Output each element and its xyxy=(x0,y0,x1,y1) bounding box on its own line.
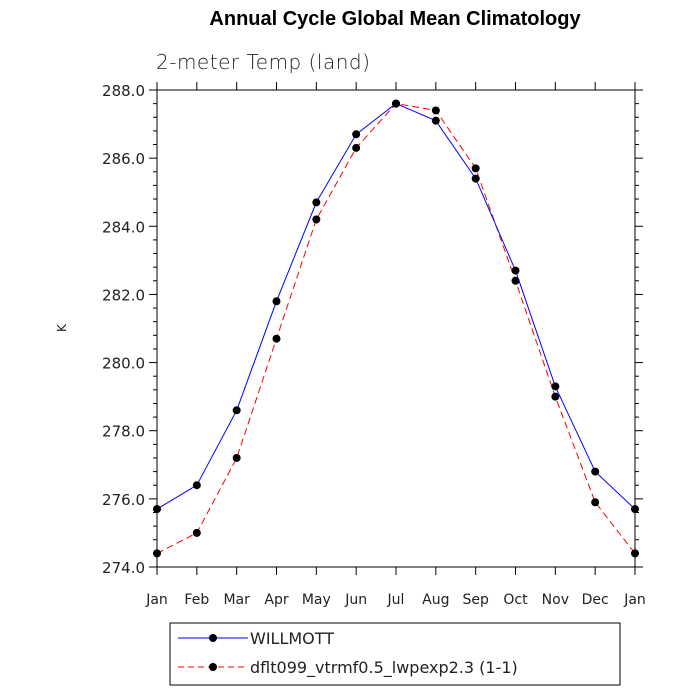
y-tick-label: 280.0 xyxy=(102,355,145,373)
data-point xyxy=(232,453,241,462)
plot-frame xyxy=(156,89,636,568)
series-layer xyxy=(153,99,639,558)
legend-label-willmott: WILLMOTT xyxy=(250,629,334,648)
x-tick-label: Jan xyxy=(623,592,646,608)
data-point xyxy=(153,549,161,558)
y-tick-label: 282.0 xyxy=(102,286,145,304)
data-point xyxy=(192,528,201,537)
y-tick-label: 288.0 xyxy=(102,82,145,100)
data-point xyxy=(352,143,361,152)
legend-label-dflt099: dflt099_vtrmf0.5_lwpexp2.3 (1-1) xyxy=(250,658,518,678)
legend-marker-dflt099 xyxy=(209,663,217,671)
data-point xyxy=(312,198,321,207)
data-point xyxy=(631,505,639,514)
data-point xyxy=(511,276,520,285)
y-tick-label: 274.0 xyxy=(102,559,145,577)
data-point xyxy=(153,505,161,514)
x-tick-labels: Jan Feb Mar Apr May Jun Jul Aug Sep Oct Nov Dec Jan xyxy=(145,592,646,608)
data-point xyxy=(511,266,520,275)
data-point xyxy=(471,164,480,173)
data-point xyxy=(272,334,281,343)
data-point xyxy=(471,174,480,183)
data-point xyxy=(352,130,361,139)
data-point xyxy=(591,467,600,476)
y-axis-title: K xyxy=(55,323,69,332)
data-point xyxy=(312,215,321,224)
x-tick-label: Nov xyxy=(542,592,569,608)
legend-box xyxy=(169,622,621,686)
chart-subtitle: 2-meter Temp (land) xyxy=(156,50,371,74)
axis-ticks xyxy=(149,82,643,575)
data-point xyxy=(591,498,600,507)
x-tick-label: Apr xyxy=(264,592,288,608)
chart-title: Annual Cycle Global Mean Climatology xyxy=(209,8,581,30)
legend: WILLMOTT dflt099_vtrmf0.5_lwpexp2.3 (1-1… xyxy=(169,622,621,686)
x-tick-label: Oct xyxy=(503,592,528,608)
legend-marker-willmott xyxy=(209,634,217,642)
x-tick-label: Dec xyxy=(582,592,609,608)
x-tick-label: Mar xyxy=(223,592,250,608)
data-point xyxy=(431,106,440,115)
y-tick-label: 276.0 xyxy=(102,491,145,509)
x-tick-label: Jul xyxy=(387,592,405,608)
data-point xyxy=(551,382,560,391)
y-tick-label: 278.0 xyxy=(102,423,145,441)
y-tick-label: 284.0 xyxy=(102,218,145,236)
series-line xyxy=(156,103,636,510)
data-point xyxy=(392,99,400,108)
x-tick-label: Jan xyxy=(145,592,168,608)
series-line xyxy=(156,103,636,554)
y-tick-labels: 274.0 276.0 278.0 280.0 282.0 284.0 286.0 288.0 xyxy=(102,82,145,577)
data-point xyxy=(631,549,639,558)
data-point xyxy=(272,297,281,306)
y-tick-label: 286.0 xyxy=(102,150,145,168)
data-point xyxy=(551,392,560,401)
data-point xyxy=(431,116,440,125)
x-tick-label: Sep xyxy=(462,592,489,608)
data-point xyxy=(232,406,241,415)
x-tick-label: Jun xyxy=(344,592,367,608)
data-point xyxy=(192,481,201,490)
x-tick-label: Feb xyxy=(184,592,209,608)
x-tick-label: Aug xyxy=(422,592,449,608)
x-tick-label: May xyxy=(302,592,331,608)
